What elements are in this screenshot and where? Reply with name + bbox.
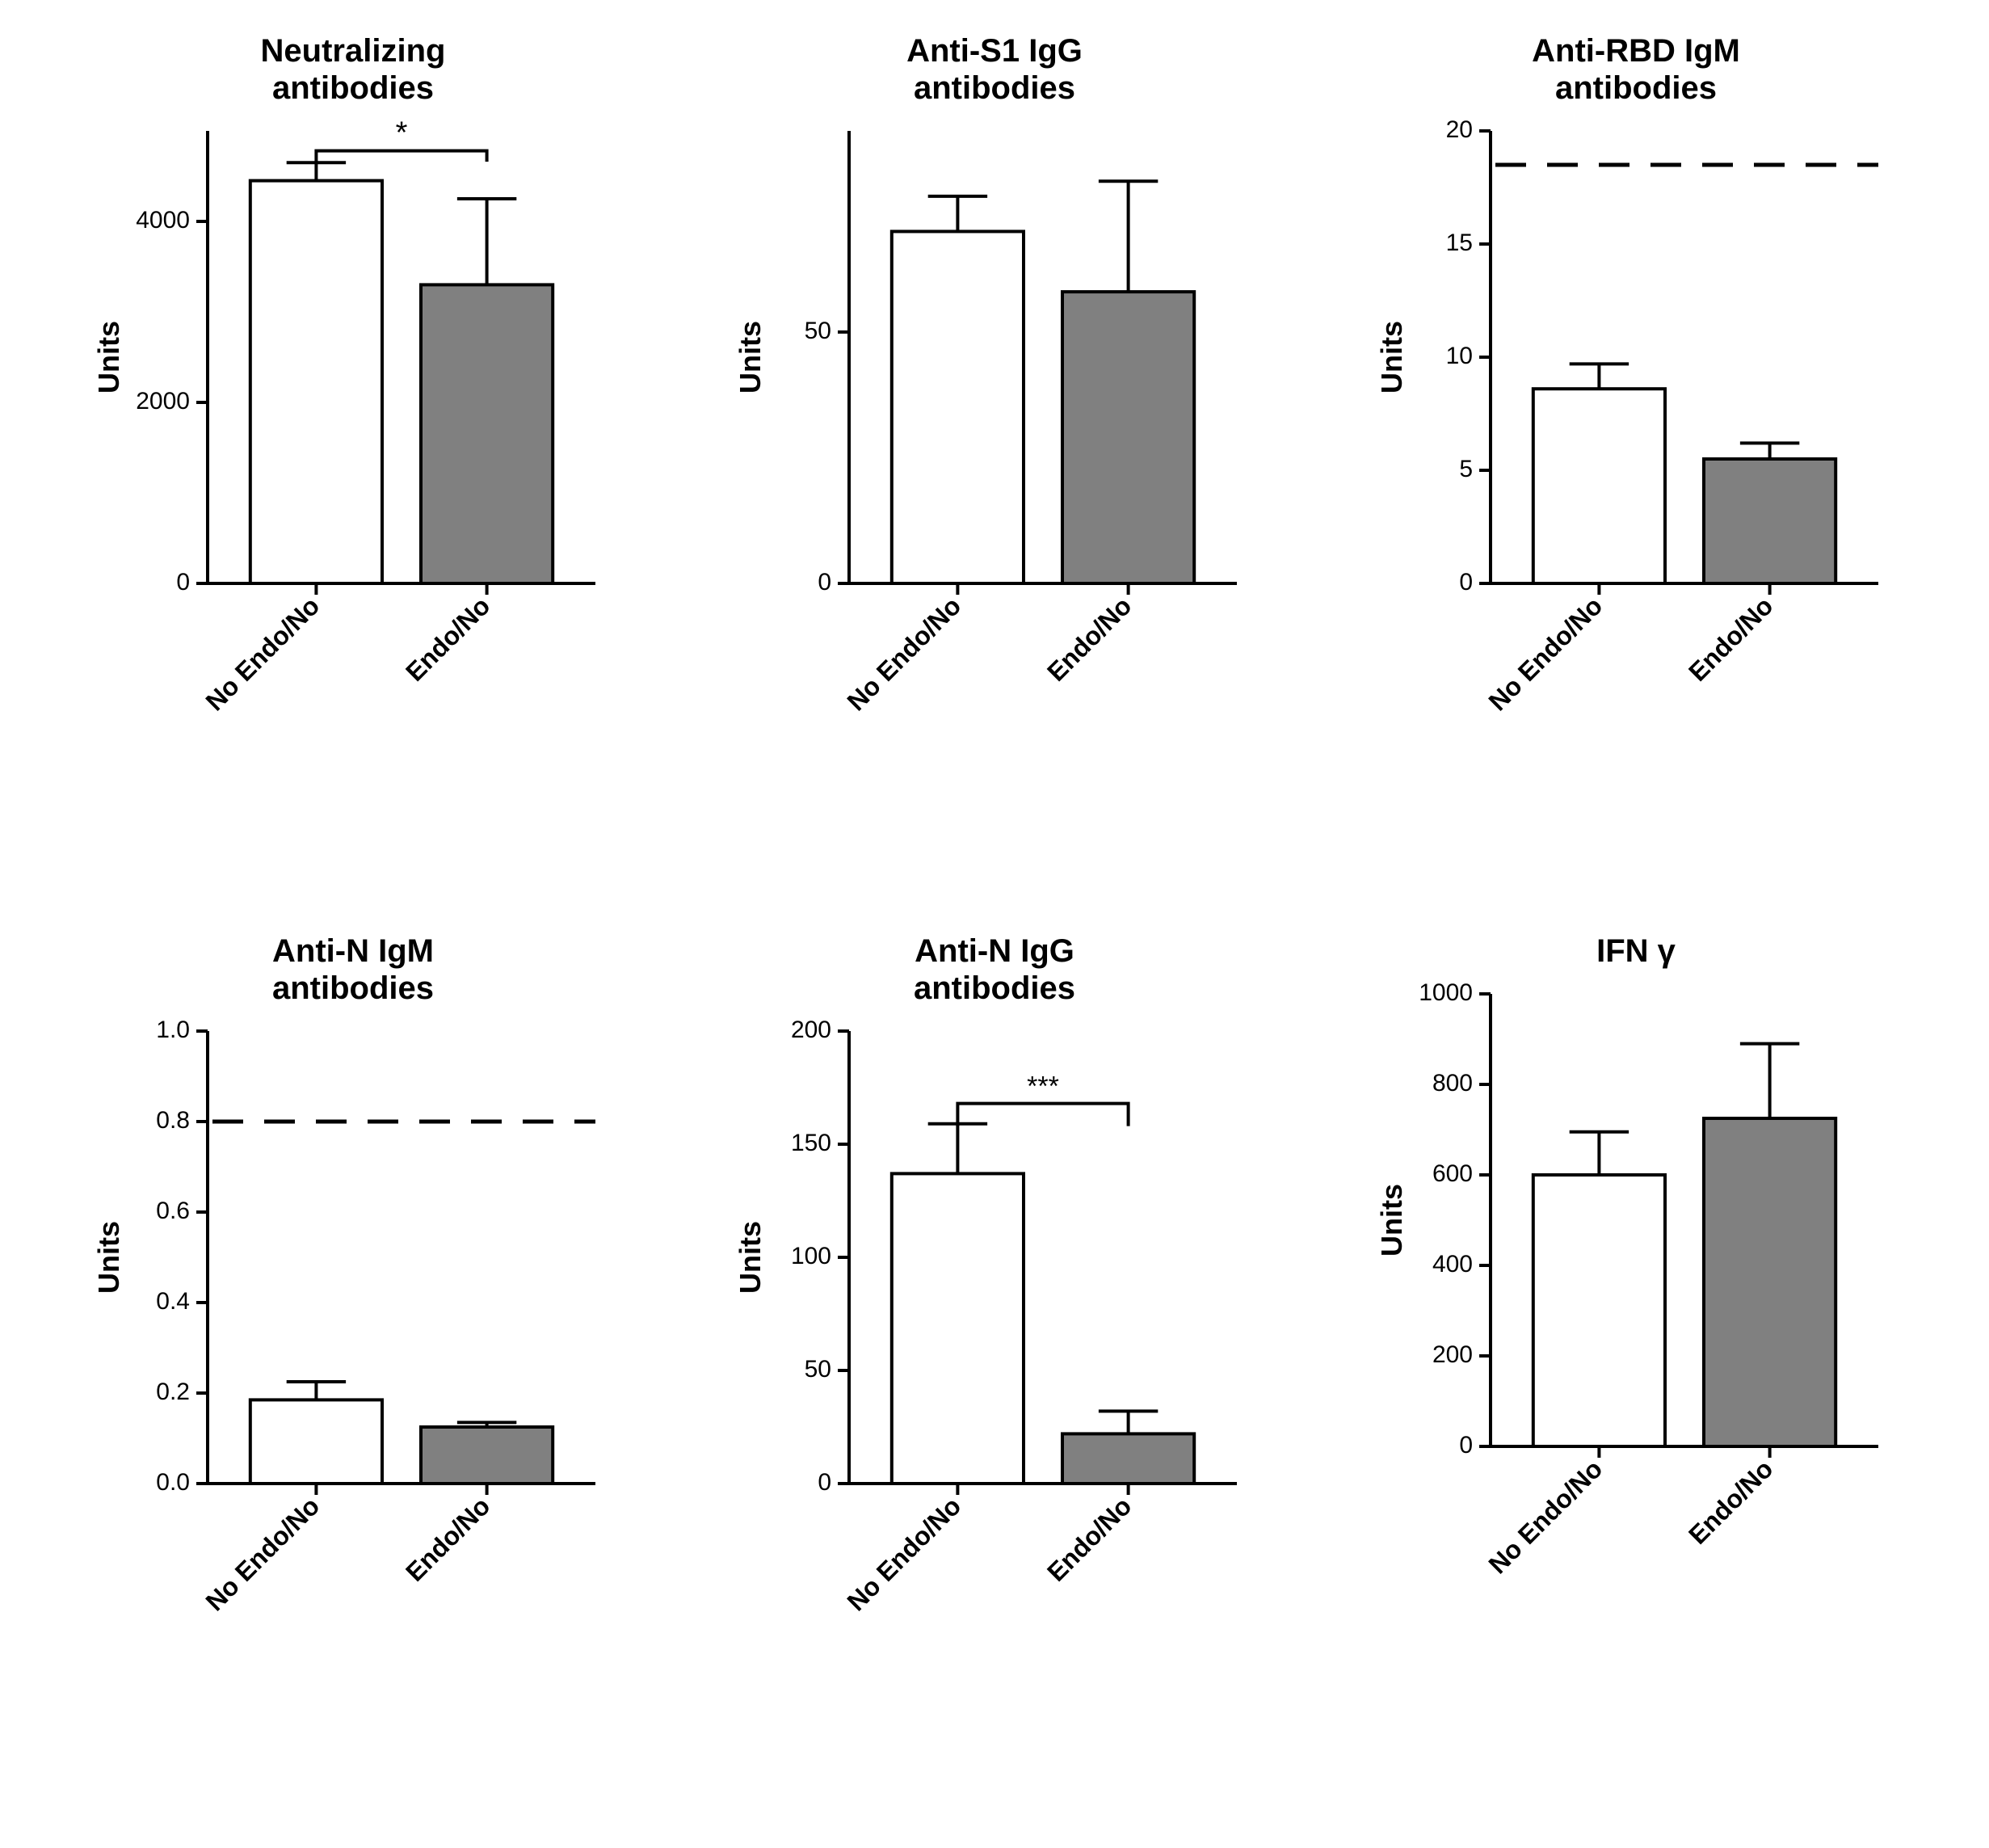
y-tick-label: 100 bbox=[791, 1242, 831, 1269]
bar-endo bbox=[421, 1427, 553, 1484]
y-tick-label: 0 bbox=[818, 1468, 831, 1495]
bar-chart: * 0 2000 4000 No Endo/No Endo/No Units bbox=[86, 115, 620, 794]
y-tick-label: 50 bbox=[805, 318, 831, 344]
bar-endo bbox=[1062, 292, 1194, 583]
y-tick-label: 50 bbox=[805, 1355, 831, 1382]
panel-title: Anti-N IgG antibodies bbox=[914, 932, 1075, 1007]
chart-wrap: * 0 2000 4000 No Endo/No Endo/No Units bbox=[86, 115, 620, 794]
y-tick-label: 0 bbox=[1459, 569, 1473, 596]
bar-no-endo bbox=[250, 181, 382, 583]
panel-title: Neutralizing antibodies bbox=[261, 32, 446, 107]
bar-endo bbox=[421, 284, 553, 583]
y-tick-label: 0.4 bbox=[156, 1287, 190, 1314]
y-axis-label: Units bbox=[734, 1221, 767, 1294]
x-label-endo: Endo/No bbox=[1683, 1454, 1778, 1549]
chart-wrap: *** 0 50 100 150 200 No Endo/No Endo/No Units bbox=[728, 1015, 1261, 1694]
y-tick-label: 600 bbox=[1432, 1160, 1473, 1186]
panel-title: IFN γ bbox=[1596, 932, 1676, 970]
x-label-endo: Endo/No bbox=[1041, 591, 1137, 686]
bar-chart: 0 5 10 15 20 No Endo/No Endo/No Units bbox=[1369, 115, 1903, 794]
bar-no-endo bbox=[250, 1400, 382, 1484]
bar-chart: 0.0 0.2 0.4 0.6 0.8 1.0 No Endo/No Endo/No Units bbox=[86, 1015, 620, 1694]
y-tick-label: 400 bbox=[1432, 1250, 1473, 1277]
y-tick-label: 0 bbox=[818, 569, 831, 596]
x-label-no-endo: No Endo/No bbox=[200, 591, 325, 716]
y-tick-label: 0.6 bbox=[156, 1197, 190, 1223]
y-tick-label: 800 bbox=[1432, 1069, 1473, 1096]
bar-chart: *** 0 50 100 150 200 No Endo/No Endo/No Units bbox=[728, 1015, 1261, 1694]
bar-no-endo bbox=[892, 231, 1024, 583]
panel-neutralizing: Neutralizing antibodies * 0 2000 4000 No Endo… bbox=[48, 32, 658, 900]
significance-label: * bbox=[396, 116, 408, 150]
bar-endo bbox=[1062, 1433, 1194, 1484]
y-tick-label: 0 bbox=[176, 569, 190, 596]
chart-wrap: 0 50 No Endo/No Endo/No Units bbox=[728, 115, 1261, 794]
y-tick-label: 2000 bbox=[136, 388, 190, 415]
figure-grid: Neutralizing antibodies*020004000No Endo… bbox=[0, 0, 1989, 1848]
panel-title: Anti-N IgM antibodies bbox=[272, 932, 434, 1007]
y-tick-label: 5 bbox=[1459, 456, 1473, 482]
x-label-no-endo: No Endo/No bbox=[841, 591, 966, 716]
x-label-no-endo: No Endo/No bbox=[200, 1491, 325, 1616]
y-tick-label: 20 bbox=[1446, 116, 1473, 143]
y-tick-label: 15 bbox=[1446, 229, 1473, 256]
y-axis-label: Units bbox=[1375, 321, 1408, 394]
y-tick-label: 0.8 bbox=[156, 1106, 190, 1133]
panel-ifn_gamma: IFN γ 0 200 400 600 800 1000 No Endo/No Endo/No U… bbox=[1331, 932, 1941, 1800]
y-axis-label: Units bbox=[1375, 1184, 1408, 1257]
bar-no-endo bbox=[1533, 389, 1665, 583]
bar-endo bbox=[1704, 1118, 1836, 1446]
panel-anti_n_igm: Anti-N IgM antibodies 0.0 0.2 0.4 0.6 0.8 1.0 N… bbox=[48, 932, 658, 1800]
significance-bracket bbox=[316, 151, 486, 162]
x-label-endo: Endo/No bbox=[1683, 591, 1778, 686]
y-tick-label: 4000 bbox=[136, 207, 190, 234]
panel-title: Anti-S1 IgG antibodies bbox=[906, 32, 1083, 107]
chart-wrap: 0 5 10 15 20 No Endo/No Endo/No Units bbox=[1369, 115, 1903, 794]
panel-anti_rbd_igm: Anti-RBD IgM antibodies 0 5 10 15 20 No Endo/N… bbox=[1331, 32, 1941, 900]
bar-no-endo bbox=[1533, 1175, 1665, 1446]
chart-wrap: 0.0 0.2 0.4 0.6 0.8 1.0 No Endo/No Endo/No Units bbox=[86, 1015, 620, 1694]
y-tick-label: 200 bbox=[1432, 1341, 1473, 1367]
y-tick-label: 10 bbox=[1446, 343, 1473, 369]
y-tick-label: 200 bbox=[791, 1016, 831, 1042]
panel-anti_s1_igg: Anti-S1 IgG antibodies 0 50 No Endo/No Endo/… bbox=[690, 32, 1299, 900]
x-label-no-endo: No Endo/No bbox=[1482, 1454, 1608, 1579]
bar-no-endo bbox=[892, 1173, 1024, 1484]
significance-label: *** bbox=[1027, 1071, 1059, 1101]
x-label-no-endo: No Endo/No bbox=[841, 1491, 966, 1616]
x-label-endo: Endo/No bbox=[400, 1491, 495, 1586]
y-tick-label: 0.0 bbox=[156, 1468, 190, 1495]
y-tick-label: 150 bbox=[791, 1129, 831, 1156]
y-tick-label: 0.2 bbox=[156, 1378, 190, 1404]
panel-anti_n_igg: Anti-N IgG antibodies *** 0 50 100 150 200 No E… bbox=[690, 932, 1299, 1800]
x-label-no-endo: No Endo/No bbox=[1482, 591, 1608, 716]
y-tick-label: 1000 bbox=[1419, 979, 1473, 1005]
panel-title: Anti-RBD IgM antibodies bbox=[1532, 32, 1740, 107]
bar-chart: 0 200 400 600 800 1000 No Endo/No Endo/No Units bbox=[1369, 978, 1903, 1656]
y-axis-label: Units bbox=[92, 1221, 125, 1294]
y-axis-label: Units bbox=[734, 321, 767, 394]
y-tick-label: 1.0 bbox=[156, 1016, 190, 1042]
y-axis-label: Units bbox=[92, 321, 125, 394]
bar-chart: 0 50 No Endo/No Endo/No Units bbox=[728, 115, 1261, 794]
bar-endo bbox=[1704, 459, 1836, 583]
y-tick-label: 0 bbox=[1459, 1431, 1473, 1458]
chart-wrap: 0 200 400 600 800 1000 No Endo/No Endo/No Units bbox=[1369, 978, 1903, 1656]
x-label-endo: Endo/No bbox=[1041, 1491, 1137, 1586]
x-label-endo: Endo/No bbox=[400, 591, 495, 686]
